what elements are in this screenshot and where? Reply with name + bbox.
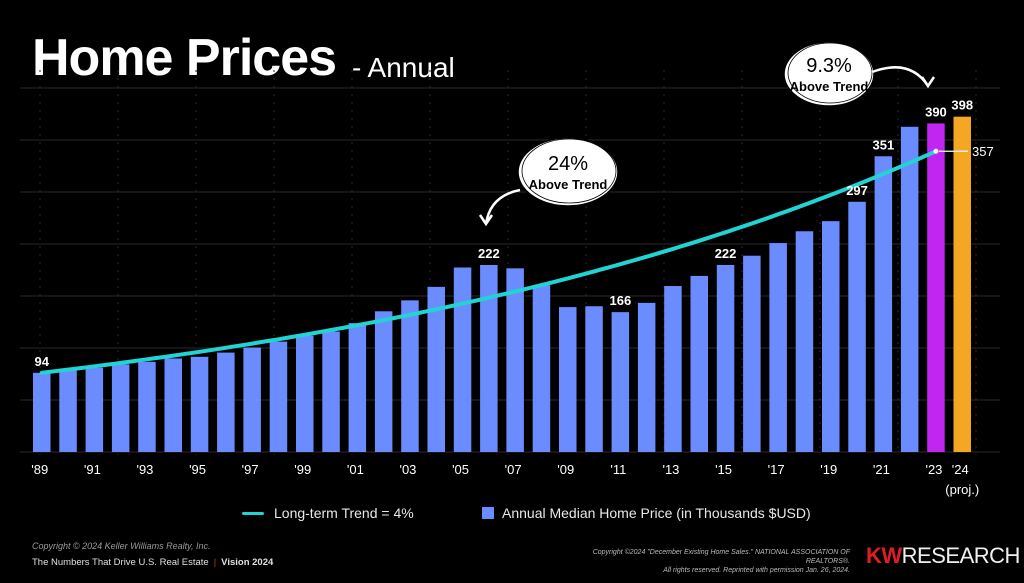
- bar-1996: [217, 352, 235, 452]
- footer-tagline: The Numbers That Drive U.S. Real Estate |…: [32, 557, 273, 568]
- bar-2019: [822, 221, 840, 452]
- trend-line: [39, 149, 938, 375]
- bar-2024: [953, 116, 971, 452]
- annotation-arrow-2006: [484, 188, 521, 225]
- x-tick-label: '09: [557, 462, 574, 477]
- x-tick-label: '05: [452, 462, 469, 477]
- bar-1999: [296, 335, 314, 452]
- bar-2011: [611, 312, 630, 452]
- data-label-2023: 390: [925, 104, 947, 119]
- x-tick-label: '19: [820, 462, 837, 477]
- bar-2004: [427, 286, 445, 452]
- legend-bar-swatch: [482, 507, 494, 519]
- bar-2021: [874, 156, 893, 452]
- copyright-text: Copyright © 2024 Keller Williams Realty,…: [32, 541, 211, 551]
- x-tick-label: '11: [610, 462, 626, 477]
- brand-kw: KW: [866, 543, 902, 568]
- footer-edition: Vision 2024: [221, 557, 274, 568]
- chart-subtitle: - Annual: [352, 52, 455, 83]
- annotation-text-primary-2023: 9.3%: [806, 55, 852, 77]
- bar-2003: [401, 300, 419, 452]
- bar-2009: [559, 307, 577, 452]
- x-tick-label: '23: [925, 462, 942, 477]
- x-tick-label: '07: [505, 462, 522, 477]
- data-label-2011: 166: [609, 293, 631, 308]
- annotation-arrow-2023: [871, 66, 930, 87]
- bar-2020: [848, 201, 866, 452]
- footer-tagline-text: The Numbers That Drive U.S. Real Estate: [32, 557, 209, 568]
- bar-2022: [900, 126, 919, 453]
- brand-logo: KWRESEARCH: [866, 543, 1020, 569]
- x-tick-note: (proj.): [945, 482, 979, 497]
- legend-bars: Annual Median Home Price (in Thousands $…: [482, 505, 811, 521]
- x-tick-label: '15: [715, 462, 732, 477]
- x-tick-label: '91: [84, 462, 101, 477]
- annotation-text-primary-2006: 24%: [548, 153, 588, 175]
- trend-endpoint: [933, 148, 939, 154]
- bar-2023: [927, 123, 945, 453]
- x-tick-label: '01: [347, 462, 364, 477]
- bar-2000: [322, 331, 340, 452]
- bar-2001: [348, 323, 367, 452]
- bar-1990: [59, 370, 77, 452]
- bar-2017: [769, 243, 787, 452]
- x-tick-label: '13: [662, 462, 679, 477]
- bar-2014: [690, 275, 708, 452]
- x-tick-label: '95: [189, 462, 206, 477]
- x-tick-label: '89: [31, 462, 48, 477]
- x-tick-label: '17: [768, 462, 785, 477]
- source-line-2: All rights reserved. Reprinted with perm…: [663, 567, 850, 574]
- bar-2002: [374, 311, 393, 452]
- bar-2015: [716, 264, 735, 452]
- data-label-2024: 398: [951, 98, 973, 113]
- annotation-arrowhead-2023: [920, 76, 936, 89]
- bar-1992: [111, 364, 130, 452]
- annotation-text-secondary-2006: Above Trend: [529, 177, 608, 192]
- bar-2008: [532, 285, 551, 452]
- bar-2018: [795, 231, 814, 452]
- data-label-2015: 222: [715, 246, 737, 261]
- bar-1997: [243, 347, 261, 452]
- legend-bar-label: Annual Median Home Price (in Thousands $…: [502, 505, 811, 521]
- x-tick-label: '24: [952, 462, 969, 477]
- bar-1993: [138, 361, 156, 452]
- source-note: Copyright ©2024 "December Existing Home …: [560, 548, 850, 575]
- bar-1995: [190, 356, 209, 452]
- legend-trend-label: Long-term Trend = 4%: [274, 505, 414, 521]
- bar-2016: [743, 255, 761, 452]
- data-label-2021: 351: [872, 137, 894, 152]
- x-tick-label: '03: [399, 462, 416, 477]
- annotation-bubble-2006: [517, 137, 619, 207]
- annotation-bubble-2023: [783, 41, 875, 107]
- bar-2006: [480, 264, 498, 452]
- annotation-bubble-outline-2006: [521, 138, 617, 204]
- bar-1994: [164, 358, 182, 452]
- data-label-1989: 94: [35, 354, 50, 369]
- footer-separator: |: [213, 557, 217, 568]
- brand-research: RESEARCH: [901, 543, 1021, 568]
- bar-1991: [85, 367, 104, 452]
- bar-2005: [453, 267, 472, 452]
- x-tick-label: '99: [294, 462, 311, 477]
- data-label-2006: 222: [478, 246, 500, 261]
- bar-2013: [664, 286, 682, 452]
- bar-1989: [33, 372, 51, 452]
- data-label-trend: 357: [972, 144, 994, 159]
- legend-trend-swatch: [242, 511, 264, 515]
- bar-2007: [506, 268, 524, 452]
- chart-title: Home Prices: [32, 29, 337, 87]
- bar-1998: [269, 341, 288, 452]
- bar-2010: [585, 306, 603, 452]
- data-label-2020: 297: [846, 183, 868, 198]
- annotation-text-secondary-2023: Above Trend: [790, 79, 869, 94]
- x-tick-label: '21: [873, 462, 890, 477]
- legend-trend: Long-term Trend = 4%: [242, 505, 414, 521]
- x-tick-label: '97: [242, 462, 259, 477]
- x-tick-label: '93: [136, 462, 153, 477]
- source-line-1: Copyright ©2024 "December Existing Home …: [592, 549, 850, 565]
- bar-2012: [637, 302, 656, 452]
- annotation-bubble-outline-2023: [787, 42, 873, 104]
- annotation-arrowhead-2006: [478, 214, 494, 227]
